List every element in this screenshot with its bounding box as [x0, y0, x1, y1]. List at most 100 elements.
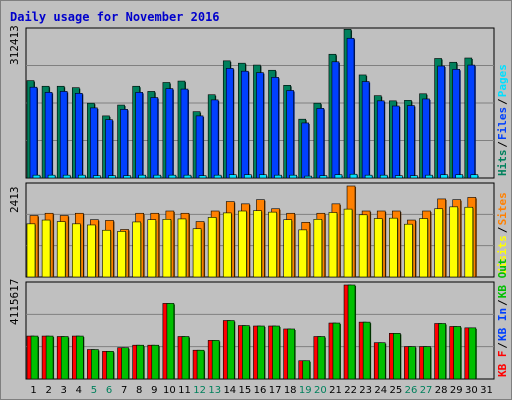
day-label: 14: [223, 385, 236, 396]
day-label: 1: [30, 385, 36, 396]
bar-visits: [253, 210, 262, 278]
bar-pages: [138, 174, 146, 179]
bar-pages: [259, 174, 267, 179]
bar-pages: [47, 174, 56, 179]
bar-files: [452, 69, 461, 179]
day-label: 28: [435, 385, 448, 396]
day-label: 23: [359, 385, 372, 396]
bar-kb-out: [423, 346, 431, 380]
bar-pages: [410, 175, 418, 179]
bar-kb-out: [45, 335, 54, 380]
day-label: 5: [91, 385, 97, 396]
bar-visits: [177, 218, 187, 278]
bar-visits: [41, 219, 51, 278]
bar-visits: [162, 219, 172, 278]
bar-kb-out: [347, 284, 356, 380]
bar-pages: [395, 175, 403, 179]
day-label: 13: [208, 385, 221, 396]
panel-0-legend: Hits/Files/Pages: [496, 64, 509, 176]
bar-pages: [334, 174, 343, 179]
bar-kb-out: [121, 347, 129, 380]
bar-files: [29, 86, 38, 179]
bar-files: [286, 90, 294, 179]
bar-kb-out: [196, 349, 205, 380]
bar-kb-out: [317, 336, 326, 380]
bar-kb-out: [60, 336, 69, 380]
bar-visits: [358, 214, 368, 278]
bar-kb-out: [272, 325, 280, 380]
bar-visits: [222, 212, 232, 278]
bar-visits: [192, 228, 202, 278]
bar-files: [241, 70, 249, 179]
bar-pages: [153, 174, 162, 179]
bar-files: [376, 100, 385, 179]
panel-2-legend: KB F/KB In/KB Out: [496, 258, 509, 377]
bar-files: [271, 77, 279, 179]
bar-files: [135, 92, 143, 179]
day-label: 17: [269, 385, 282, 396]
day-label: 16: [254, 385, 267, 396]
day-label: 18: [284, 385, 297, 396]
bar-visits: [464, 206, 474, 278]
bar-files: [180, 88, 189, 179]
bar-pages: [319, 175, 328, 179]
bar-pages: [183, 174, 192, 179]
bar-visits: [117, 231, 126, 278]
bar-pages: [304, 175, 313, 179]
bar-visits: [132, 221, 141, 278]
legend-item: Sites: [496, 192, 509, 225]
bar-visits: [147, 219, 157, 278]
bar-pages: [244, 174, 252, 179]
panel-visits-ymax-label: 2413: [8, 187, 21, 214]
day-label: 7: [121, 385, 127, 396]
bar-kb-out: [226, 320, 235, 380]
legend-item: Visits: [496, 235, 509, 275]
bar-pages: [425, 174, 433, 179]
legend-item: KB Out: [496, 258, 509, 298]
bar-pages: [364, 174, 373, 179]
bar-files: [165, 88, 174, 179]
bar-files: [74, 93, 83, 179]
bar-files: [407, 105, 415, 179]
bar-visits: [87, 224, 96, 278]
panel-1-legend: Visits /Sites: [496, 192, 509, 275]
day-label: 27: [420, 385, 433, 396]
bar-files: [44, 92, 53, 179]
day-label: 9: [151, 385, 157, 396]
day-label: 2: [45, 385, 51, 396]
day-label: 6: [106, 385, 112, 396]
legend-item: /: [496, 141, 509, 148]
day-label: 15: [239, 385, 252, 396]
bar-pages: [349, 173, 358, 179]
legend-item: KB In: [496, 308, 509, 341]
bar-pages: [168, 174, 177, 179]
day-label: 31: [480, 385, 493, 396]
bar-files: [195, 115, 204, 179]
bar-files: [256, 72, 264, 179]
bar-visits: [343, 208, 353, 278]
bar-files: [301, 122, 310, 179]
bar-kb-out: [151, 344, 160, 380]
bar-pages: [213, 174, 222, 179]
bar-pages: [123, 175, 131, 179]
bar-kb-out: [166, 303, 175, 380]
bar-pages: [62, 174, 71, 179]
bar-kb-out: [136, 344, 144, 380]
bar-kb-out: [30, 335, 39, 380]
bar-visits: [283, 219, 292, 278]
bar-files: [422, 98, 430, 179]
legend-item: /: [496, 98, 509, 105]
bar-visits: [56, 221, 66, 278]
bar-pages: [93, 175, 101, 179]
legend-item: Pages: [496, 64, 509, 97]
panel-hits-ymax-label: 312413: [8, 25, 21, 65]
bar-kb-out: [377, 342, 386, 380]
bar-kb-out: [438, 323, 446, 380]
bar-kb-out: [468, 327, 477, 380]
legend-item: KB F: [496, 351, 509, 378]
chart-title: Daily usage for November 2016: [10, 10, 220, 24]
bar-kb-out: [302, 360, 311, 380]
bar-visits: [389, 217, 398, 278]
